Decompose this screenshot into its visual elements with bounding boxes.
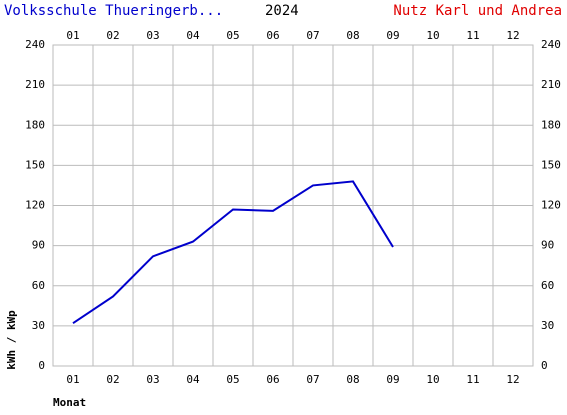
x-tick-label-top: 07: [306, 29, 319, 42]
y-tick-label-right: 30: [541, 319, 554, 332]
y-tick-label-right: 150: [541, 158, 561, 171]
x-tick-label-top: 05: [226, 29, 239, 42]
x-tick-label-top: 02: [106, 29, 119, 42]
x-tick-label-top: 06: [266, 29, 279, 42]
x-tick-label-top: 04: [186, 29, 200, 42]
x-tick-label: 08: [346, 373, 359, 386]
x-tick-label: 03: [146, 373, 159, 386]
x-tick-label-top: 01: [66, 29, 79, 42]
x-tick-label: 04: [186, 373, 200, 386]
y-tick-label-right: 90: [541, 239, 554, 252]
x-tick-label-top: 09: [386, 29, 399, 42]
y-tick-label: 150: [25, 158, 45, 171]
y-tick-label-right: 120: [541, 199, 561, 212]
x-tick-label: 10: [426, 373, 439, 386]
x-tick-label: 07: [306, 373, 319, 386]
x-axis-label: Monat: [53, 396, 86, 409]
year: 2024: [265, 3, 299, 19]
y-tick-label-right: 60: [541, 279, 554, 292]
y-tick-label: 180: [25, 118, 45, 131]
data-line: [72, 180, 394, 325]
y-tick-label: 210: [25, 78, 45, 91]
owner: Nutz Karl und Andrea: [393, 3, 562, 19]
y-tick-label-right: 0: [541, 359, 548, 372]
plot-border: [52, 44, 534, 367]
y-tick-label: 60: [32, 279, 45, 292]
y-tick-label-right: 240: [541, 38, 561, 51]
x-tick-label: 01: [66, 373, 79, 386]
x-tick-label: 06: [266, 373, 279, 386]
y-tick-label-right: 210: [541, 78, 561, 91]
chart-title: Volksschule Thueringerb...: [4, 3, 223, 19]
x-tick-label-top: 08: [346, 29, 359, 42]
x-tick-label-top: 12: [506, 29, 519, 42]
y-tick-label-right: 180: [541, 118, 561, 131]
x-tick-label: 12: [506, 373, 519, 386]
x-tick-label: 05: [226, 373, 239, 386]
x-tick-label: 02: [106, 373, 119, 386]
y-tick-label: 120: [25, 199, 45, 212]
y-tick-label: 30: [32, 319, 45, 332]
y-axis-label: kWh / kWp: [5, 310, 18, 370]
x-tick-label: 09: [386, 373, 399, 386]
x-tick-label-top: 03: [146, 29, 159, 42]
y-tick-label: 0: [38, 359, 45, 372]
x-tick-label-top: 11: [466, 29, 479, 42]
x-tick-label: 11: [466, 373, 479, 386]
x-tick-label-top: 10: [426, 29, 439, 42]
y-tick-label: 240: [25, 38, 45, 51]
y-tick-label: 90: [32, 239, 45, 252]
